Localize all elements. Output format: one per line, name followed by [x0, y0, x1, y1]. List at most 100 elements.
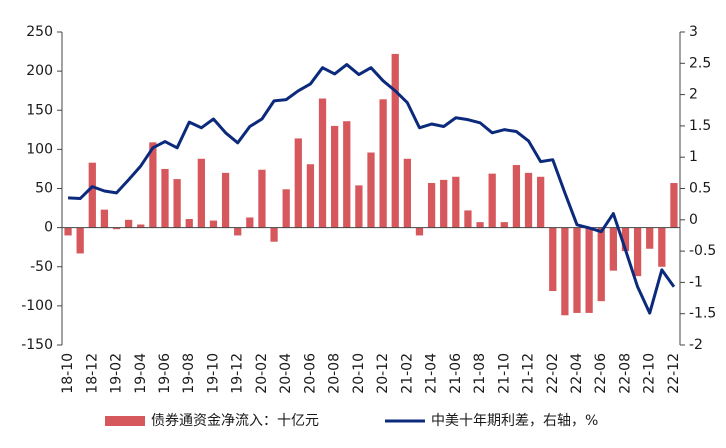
x-tick-label: 22-04	[569, 353, 585, 394]
bar	[597, 227, 605, 302]
bar	[440, 179, 448, 228]
bar	[209, 220, 218, 228]
x-tick-label: 20-10	[351, 353, 367, 394]
y2-tick-label: 3	[689, 24, 698, 40]
bar	[427, 183, 436, 228]
y-tick-label: -100	[21, 298, 53, 314]
x-tick-label: 19-04	[133, 353, 149, 394]
y-tick-label: 250	[26, 24, 53, 40]
bar	[537, 176, 545, 228]
bar	[137, 224, 145, 228]
bar	[221, 172, 230, 228]
bar	[112, 227, 121, 230]
x-tick-label: 20-08	[327, 353, 343, 394]
bar	[524, 172, 533, 228]
x-tick-label: 20-02	[254, 353, 270, 394]
bar	[670, 183, 678, 228]
y-tick-label: 150	[26, 102, 53, 118]
x-tick-label: 21-10	[496, 353, 512, 394]
bar	[234, 227, 242, 236]
legend-label: 中美十年期利差，右轴，%	[431, 413, 598, 429]
bar	[197, 158, 205, 228]
y-tick-label: 0	[44, 220, 53, 236]
bar	[355, 185, 363, 228]
y2-tick-label: 0.5	[689, 181, 711, 197]
legend-swatch	[105, 416, 145, 426]
bar	[452, 176, 460, 228]
bar	[343, 121, 351, 228]
bar	[500, 222, 508, 228]
bar	[64, 227, 72, 236]
x-tick-label: 20-12	[375, 353, 391, 394]
line	[67, 63, 676, 315]
y2-tick-label: -2	[689, 337, 703, 353]
y-tick-label: 50	[35, 181, 53, 197]
bar	[294, 138, 302, 228]
bar	[609, 227, 617, 271]
bar	[149, 142, 157, 228]
x-tick-label: 22-06	[593, 353, 609, 394]
bar	[88, 162, 96, 228]
x-tick-label: 22-02	[545, 353, 561, 394]
x-tick-label: 22-12	[666, 353, 682, 394]
bar	[391, 53, 399, 228]
y-tick-label: 200	[26, 63, 53, 79]
bar	[282, 189, 290, 228]
bar	[185, 219, 193, 228]
x-tick-label: 20-06	[302, 353, 318, 394]
bar	[331, 125, 339, 228]
bar	[403, 158, 411, 228]
bar	[161, 168, 169, 228]
bar	[125, 219, 133, 228]
x-tick-label: 21-02	[399, 353, 415, 394]
x-tick-label: 19-06	[157, 353, 173, 394]
bar	[476, 222, 484, 228]
bar	[512, 165, 521, 228]
x-tick-label: 19-12	[230, 353, 246, 394]
y-tick-label: -50	[30, 259, 53, 275]
bar	[173, 179, 181, 228]
y-tick-label: -150	[21, 337, 53, 353]
x-tick-label: 21-04	[424, 353, 440, 394]
y2-tick-label: 2	[689, 87, 698, 103]
x-tick-label: 21-12	[521, 353, 537, 394]
y2-tick-label: 1.5	[689, 118, 711, 134]
bar	[76, 227, 84, 254]
bar	[270, 227, 278, 242]
x-tick-label: 18-12	[84, 353, 100, 394]
x-tick-label: 21-06	[448, 353, 464, 394]
x-tick-label: 22-10	[642, 353, 658, 394]
bar	[561, 227, 569, 316]
bar	[367, 152, 375, 228]
x-tick-label: 18-10	[60, 353, 76, 394]
bar	[658, 227, 666, 267]
x-tick-label: 19-02	[109, 353, 125, 394]
bar	[488, 173, 496, 228]
x-tick-label: 20-04	[278, 353, 294, 394]
x-tick-label: 22-08	[617, 353, 633, 394]
bar	[549, 227, 557, 292]
bar	[464, 210, 472, 228]
bar	[100, 209, 109, 228]
bar	[633, 227, 642, 277]
bar	[573, 227, 581, 313]
bar	[621, 227, 630, 252]
bar	[415, 227, 424, 236]
bar	[585, 227, 593, 313]
bar	[246, 217, 254, 228]
y2-tick-label: -0.5	[689, 243, 716, 259]
y2-tick-label: -1	[689, 274, 703, 290]
bar	[646, 227, 654, 249]
bar	[306, 164, 315, 228]
y2-tick-label: 1	[689, 149, 698, 165]
bar	[379, 99, 387, 228]
legend-label: 债券通资金净流入：十亿元	[151, 413, 319, 429]
x-tick-label: 21-08	[472, 353, 488, 394]
x-tick-label: 19-10	[205, 353, 221, 394]
y-tick-label: 100	[26, 141, 53, 157]
bar	[318, 98, 327, 228]
x-tick-label: 19-08	[181, 353, 197, 394]
y2-tick-label: 2.5	[689, 55, 711, 71]
bar	[258, 169, 266, 228]
